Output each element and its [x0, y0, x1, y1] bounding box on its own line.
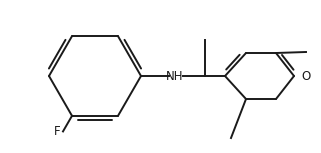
Text: NH: NH [166, 69, 184, 82]
Text: F: F [54, 125, 61, 138]
Text: O: O [301, 69, 310, 82]
